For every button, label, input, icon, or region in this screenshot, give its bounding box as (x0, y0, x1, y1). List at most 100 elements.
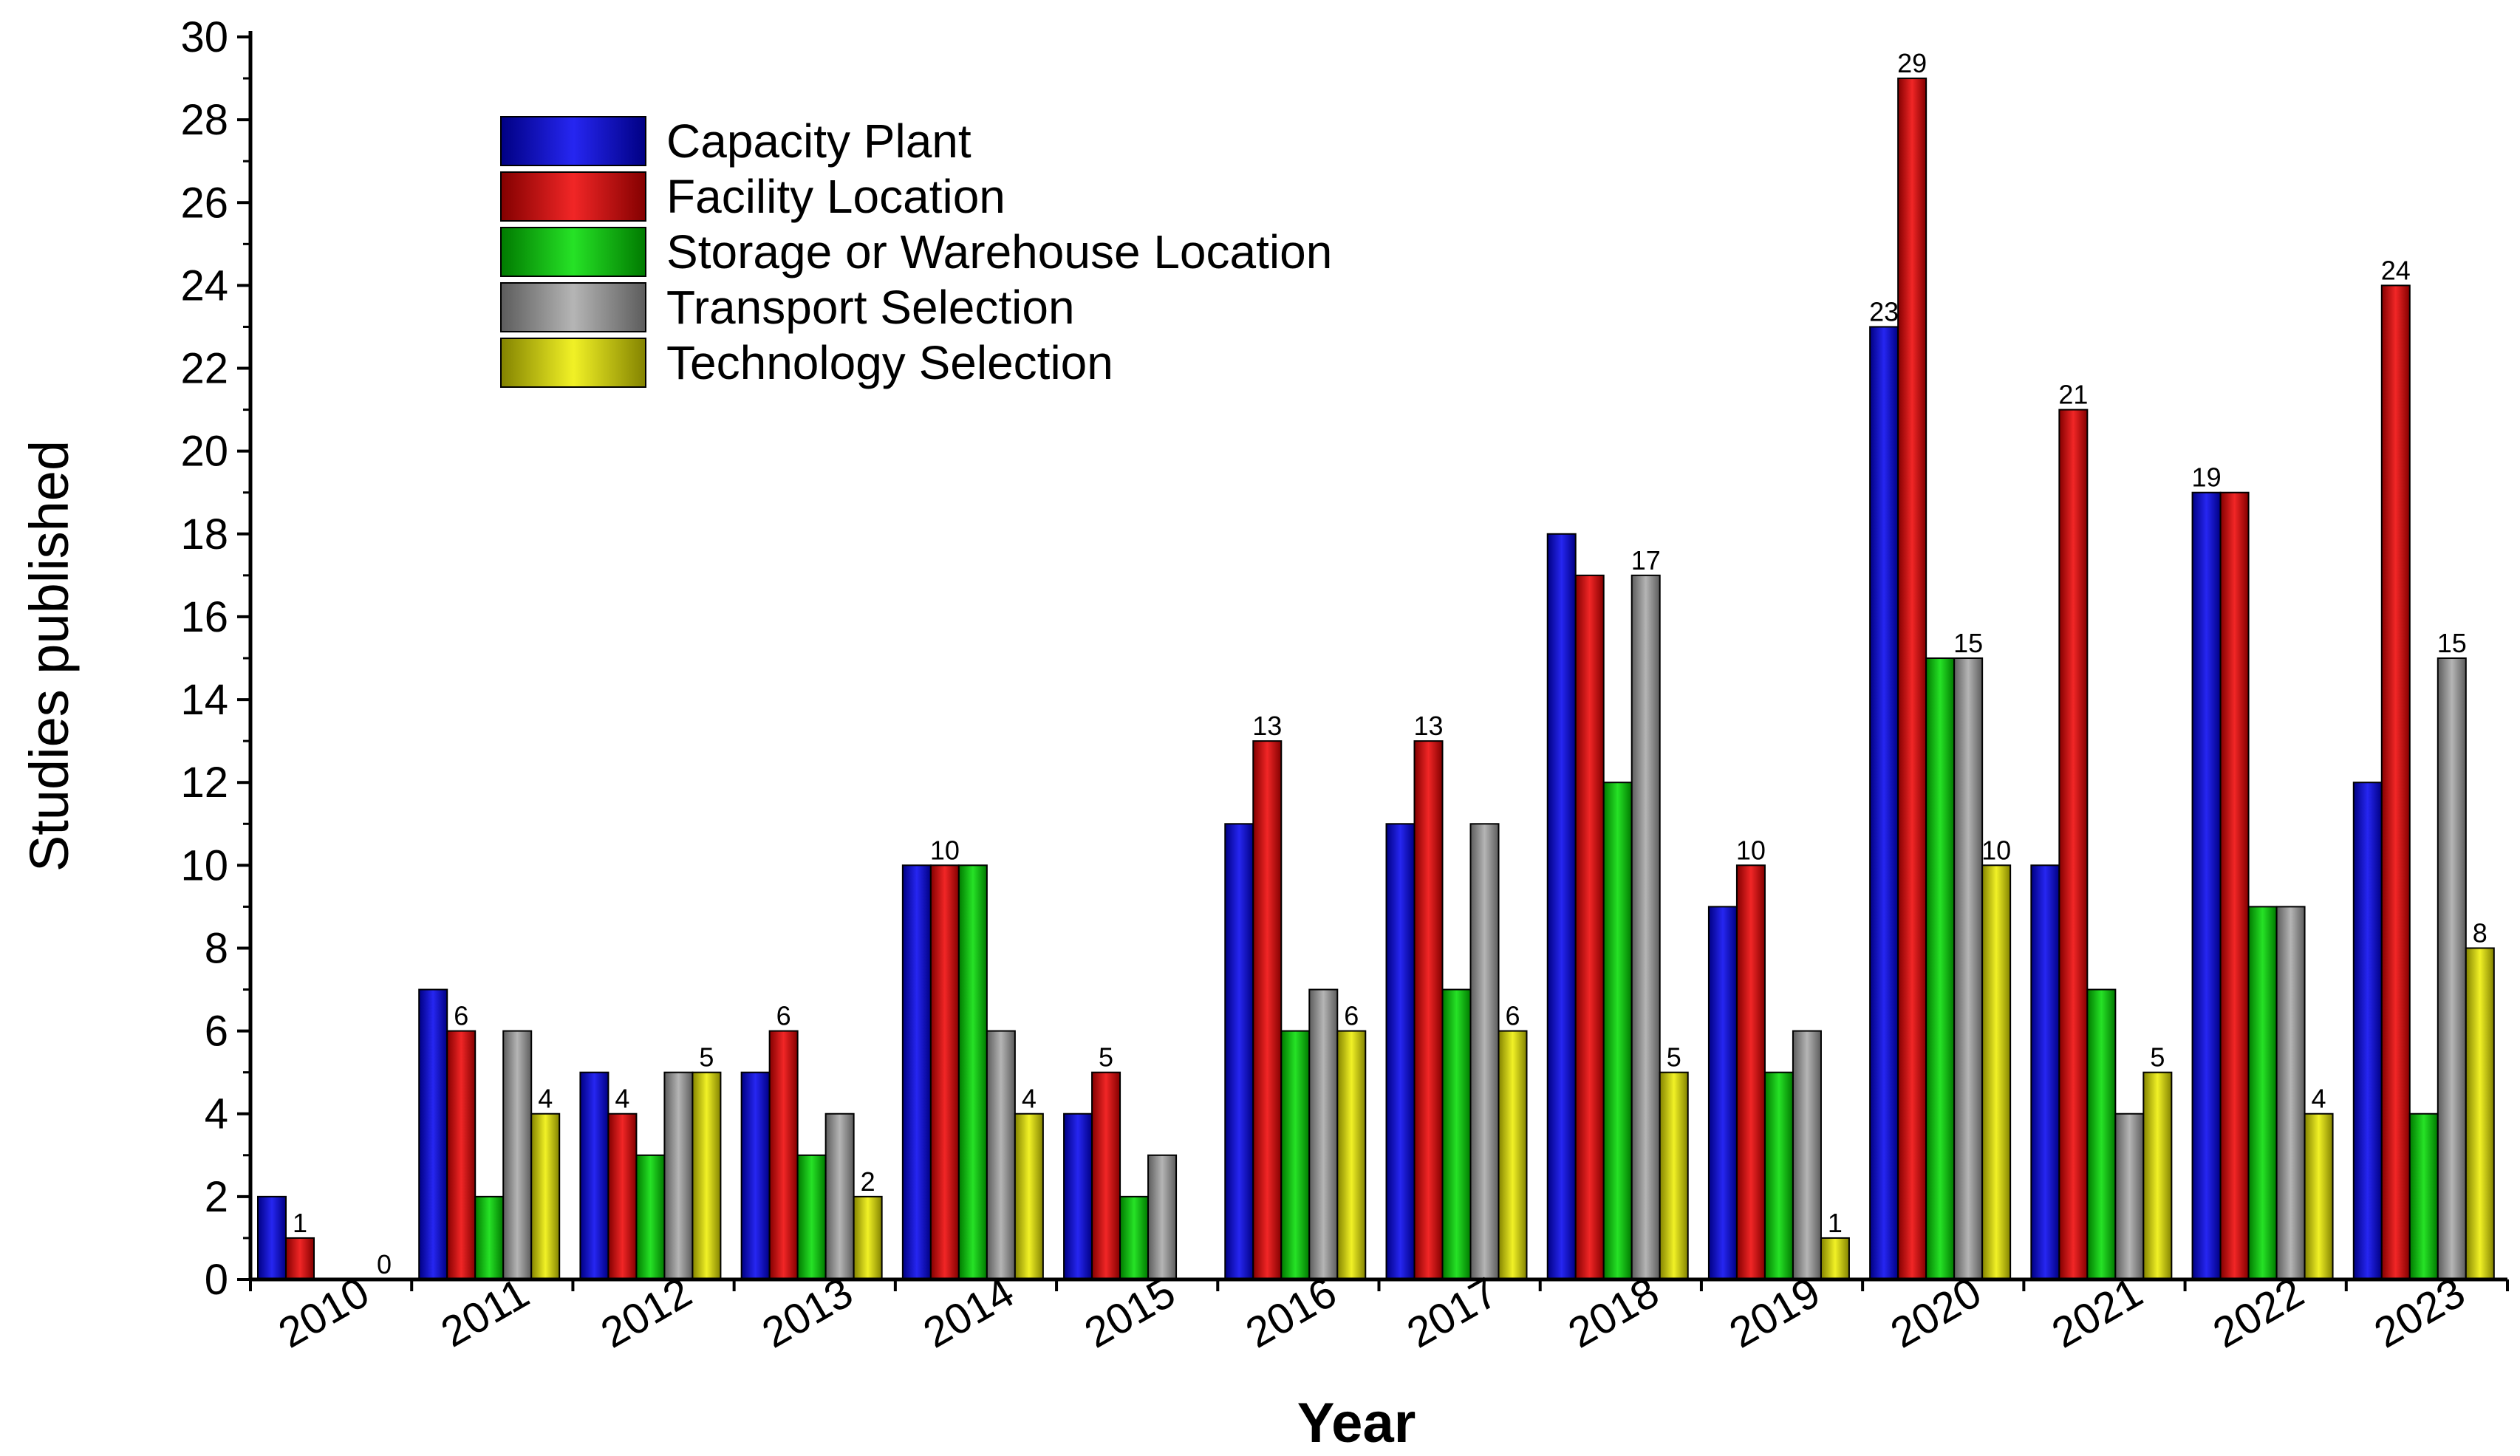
bar-facility-location-2015 (1091, 1071, 1121, 1280)
bar-storage-or-warehouse-location-2015 (1119, 1195, 1150, 1281)
data-label-capacity-plant-2020: 23 (1869, 296, 1899, 327)
x-tick-label-2023: 2023 (2366, 1268, 2473, 1358)
data-label-facility-location-2019: 10 (1736, 835, 1766, 865)
data-label-technology-selection-2023: 8 (2473, 917, 2487, 948)
data-label-facility-location-2013: 6 (776, 1001, 791, 1031)
data-label-technology-selection-2017: 6 (1505, 1001, 1520, 1031)
data-label-technology-selection-2020: 10 (1981, 835, 2011, 865)
y-tick-label-12: 12 (180, 759, 228, 807)
x-tick-label-2019: 2019 (1721, 1268, 1828, 1358)
data-label-transport-selection-2023: 15 (2437, 628, 2467, 658)
data-label-facility-location-2011: 6 (454, 1001, 468, 1031)
bar-facility-location-2022 (2219, 491, 2250, 1281)
bar-storage-or-warehouse-location-2017 (1441, 988, 1472, 1280)
bar-facility-location-2019 (1735, 864, 1766, 1281)
y-tick-label-26: 26 (180, 179, 228, 227)
bar-capacity-plant-2021 (2030, 864, 2060, 1281)
x-tick-label-2020: 2020 (1882, 1268, 1989, 1358)
y-tick-label-4: 4 (205, 1090, 228, 1138)
bar-storage-or-warehouse-location-2023 (2408, 1112, 2439, 1280)
data-label-technology-selection-2013: 2 (861, 1166, 875, 1197)
y-tick-label-28: 28 (180, 96, 228, 144)
bar-capacity-plant-2017 (1385, 823, 1416, 1281)
x-tick-label-2012: 2012 (593, 1268, 700, 1358)
legend-swatch-technology-selection (500, 338, 646, 388)
bar-facility-location-2018 (1574, 574, 1605, 1280)
x-axis-title: Year (1297, 1392, 1416, 1455)
bar-facility-location-2016 (1252, 740, 1283, 1280)
bar-transport-selection-2021 (2114, 1112, 2145, 1280)
bar-capacity-plant-2013 (740, 1071, 771, 1280)
y-tick-label-16: 16 (180, 593, 228, 641)
legend-label-transport-selection: Transport Selection (666, 281, 1075, 334)
y-axis-title: Studies published (18, 440, 80, 872)
bar-capacity-plant-2012 (579, 1071, 609, 1280)
bar-technology-selection-2011 (530, 1112, 561, 1280)
bar-storage-or-warehouse-location-2020 (1925, 657, 1956, 1280)
y-tick-label-30: 30 (180, 13, 228, 61)
bar-transport-selection-2022 (2275, 906, 2306, 1281)
data-label-technology-selection-2021: 5 (2150, 1042, 2165, 1073)
y-tick-label-6: 6 (205, 1008, 228, 1056)
bar-transport-selection-2015 (1147, 1154, 1178, 1281)
bar-technology-selection-2023 (2465, 947, 2495, 1280)
bar-transport-selection-2012 (663, 1071, 694, 1280)
bar-storage-or-warehouse-location-2012 (635, 1154, 666, 1281)
y-tick-label-24: 24 (180, 262, 228, 310)
y-tick-label-8: 8 (205, 924, 228, 972)
bar-technology-selection-2020 (1981, 864, 2012, 1281)
bar-technology-selection-2016 (1336, 1030, 1367, 1280)
x-tick-label-2015: 2015 (1076, 1268, 1183, 1358)
bar-capacity-plant-2019 (1707, 906, 1738, 1281)
bar-capacity-plant-2016 (1224, 823, 1254, 1281)
bar-storage-or-warehouse-location-2011 (474, 1195, 505, 1281)
y-tick-label-20: 20 (180, 428, 228, 476)
bar-facility-location-2013 (768, 1030, 799, 1280)
x-tick-label-2013: 2013 (754, 1268, 861, 1358)
bar-facility-location-2010 (285, 1237, 315, 1281)
bar-transport-selection-2023 (2437, 657, 2467, 1280)
bars-layer (257, 78, 2495, 1281)
bar-transport-selection-2014 (986, 1030, 1016, 1280)
data-label-technology-selection-2016: 6 (1344, 1001, 1359, 1031)
bar-storage-or-warehouse-location-2019 (1763, 1071, 1794, 1280)
x-tick-label-2018: 2018 (1560, 1268, 1667, 1358)
bar-technology-selection-2022 (2304, 1112, 2334, 1280)
bar-storage-or-warehouse-location-2013 (796, 1154, 827, 1281)
data-label-technology-selection-2011: 4 (538, 1084, 553, 1114)
bar-transport-selection-2017 (1469, 823, 1500, 1281)
bar-facility-location-2017 (1413, 740, 1444, 1280)
data-label-facility-location-2014: 10 (930, 835, 960, 865)
data-label-technology-selection-2012: 5 (699, 1042, 714, 1073)
bar-technology-selection-2021 (2142, 1071, 2173, 1280)
data-label-technology-selection-2022: 4 (2312, 1084, 2326, 1114)
bar-facility-location-2014 (929, 864, 960, 1281)
data-label-transport-selection-2020: 15 (1953, 628, 1983, 658)
data-label-technology-selection-2014: 4 (1022, 1084, 1037, 1114)
data-label-facility-location-2010: 1 (293, 1208, 307, 1238)
bar-technology-selection-2013 (853, 1195, 883, 1281)
data-label-facility-location-2023: 24 (2381, 255, 2411, 285)
data-label-technology-selection-2018: 5 (1667, 1042, 1681, 1073)
x-tick-label-2021: 2021 (2044, 1268, 2151, 1358)
legend-swatch-transport-selection (500, 282, 646, 332)
legend-label-technology-selection: Technology Selection (666, 336, 1113, 389)
legend-swatch-storage-or-warehouse-location (500, 227, 646, 277)
data-label-technology-selection-2010: 0 (377, 1249, 392, 1279)
x-tick-label-2022: 2022 (2205, 1268, 2312, 1358)
legend-label-capacity-plant: Capacity Plant (666, 115, 972, 168)
y-tick-label-10: 10 (180, 841, 228, 889)
bar-storage-or-warehouse-location-2021 (2086, 988, 2117, 1280)
y-tick-label-22: 22 (180, 345, 228, 393)
bar-transport-selection-2018 (1631, 574, 1661, 1280)
bar-transport-selection-2011 (502, 1030, 533, 1280)
data-label-facility-location-2020: 29 (1897, 48, 1927, 78)
bar-facility-location-2012 (607, 1112, 638, 1280)
bar-capacity-plant-2023 (2352, 782, 2383, 1280)
data-label-facility-location-2012: 4 (615, 1084, 629, 1114)
bar-facility-location-2011 (446, 1030, 477, 1280)
bar-technology-selection-2019 (1820, 1237, 1850, 1281)
